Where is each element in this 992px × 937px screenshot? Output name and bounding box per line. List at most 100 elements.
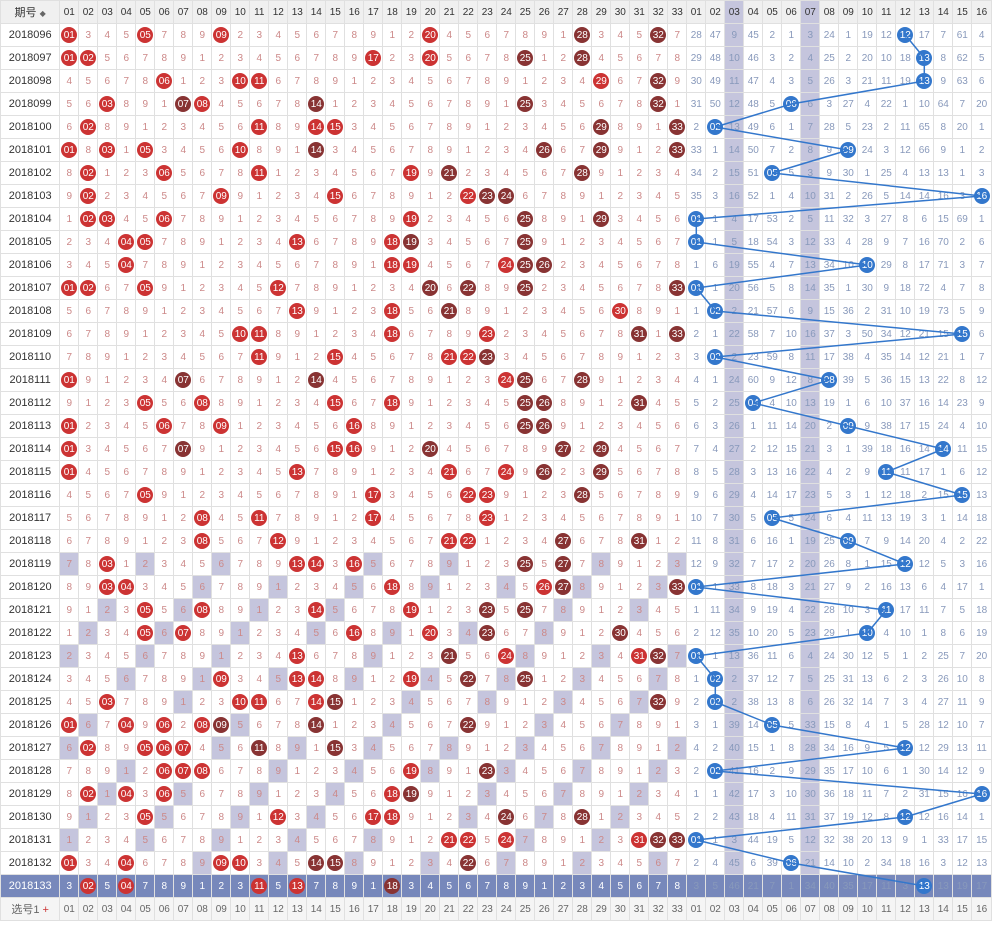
red-cell: 3 (345, 530, 364, 553)
footer-cell[interactable]: 31 (630, 898, 649, 921)
red-cell: 8 (231, 369, 250, 392)
footer-cell[interactable]: 07 (174, 898, 193, 921)
red-cell: 5 (611, 668, 630, 691)
footer-cell[interactable]: 07 (801, 898, 820, 921)
footer-cell[interactable]: 06 (782, 898, 801, 921)
footer-cell[interactable]: 10 (231, 898, 250, 921)
blue-cell: 3 (896, 875, 915, 898)
footer-cell[interactable]: 24 (497, 898, 516, 921)
footer-cell[interactable]: 01 (687, 898, 706, 921)
red-cell: 9 (250, 369, 269, 392)
footer-cell[interactable]: 08 (193, 898, 212, 921)
blue-cell: 13 (896, 576, 915, 599)
footer-cell[interactable]: 16 (345, 898, 364, 921)
red-cell: 8 (307, 484, 326, 507)
footer-cell[interactable]: 10 (858, 898, 877, 921)
footer-cell[interactable]: 04 (117, 898, 136, 921)
blue-cell: 4 (801, 47, 820, 70)
blue-cell: 2 (687, 622, 706, 645)
red-cell: 9 (288, 737, 307, 760)
footer-cell[interactable]: 15 (326, 898, 345, 921)
footer-cell[interactable]: 11 (250, 898, 269, 921)
footer-cell[interactable]: 12 (269, 898, 288, 921)
blue-cell: 37 (820, 323, 839, 346)
footer-cell[interactable]: 02 (79, 898, 98, 921)
blue-cell: 10 (687, 507, 706, 530)
blue-cell: 18 (763, 576, 782, 599)
blue-cell: 11 (896, 461, 915, 484)
blue-cell: 6 (972, 323, 992, 346)
footer-cell[interactable]: 08 (820, 898, 839, 921)
table-row: 2018106345047891234567891181945672425262… (1, 254, 992, 277)
red-cell: 9 (649, 507, 668, 530)
footer-cell[interactable]: 13 (288, 898, 307, 921)
red-cell: 3 (250, 231, 269, 254)
red-cell: 5 (60, 507, 79, 530)
red-cell: 21 (440, 162, 459, 185)
blue-cell: 9 (801, 300, 820, 323)
red-cell: 6 (250, 93, 269, 116)
blue-cell: 4 (934, 530, 953, 553)
footer-cell[interactable]: 33 (668, 898, 687, 921)
footer-cell[interactable]: 22 (459, 898, 478, 921)
red-cell: 03 (98, 208, 117, 231)
blue-cell: 6 (782, 645, 801, 668)
red-cell: 4 (250, 47, 269, 70)
red-cell: 6 (79, 714, 98, 737)
red-cell: 2 (345, 93, 364, 116)
blue-cell: 14 (782, 415, 801, 438)
footer-cell[interactable]: 06 (155, 898, 174, 921)
footer-cell[interactable]: 18 (383, 898, 402, 921)
footer-cell[interactable]: 05 (763, 898, 782, 921)
footer-cell[interactable]: 13 (915, 898, 934, 921)
footer-cell[interactable]: 11 (877, 898, 896, 921)
blue-cell: 2 (915, 484, 934, 507)
footer-cell[interactable]: 04 (744, 898, 763, 921)
footer-cell[interactable]: 05 (136, 898, 155, 921)
red-cell: 7 (174, 415, 193, 438)
blue-cell: 46 (744, 47, 763, 70)
footer-cell[interactable]: 19 (402, 898, 421, 921)
blue-cell: 13 (858, 668, 877, 691)
footer-cell[interactable]: 16 (972, 898, 992, 921)
footer-cell[interactable]: 28 (573, 898, 592, 921)
footer-cell[interactable]: 15 (953, 898, 972, 921)
red-cell: 3 (459, 599, 478, 622)
footer-cell[interactable]: 32 (649, 898, 668, 921)
red-cell: 31 (630, 530, 649, 553)
blue-cell: 1 (839, 24, 858, 47)
red-cell: 6 (630, 254, 649, 277)
footer-cell[interactable]: 02 (706, 898, 725, 921)
red-cell: 5 (326, 806, 345, 829)
footer-cell[interactable]: 20 (421, 898, 440, 921)
footer-cell[interactable]: 30 (611, 898, 630, 921)
footer-cell[interactable]: 09 (839, 898, 858, 921)
period-header[interactable]: 期号 ◆ (1, 1, 60, 24)
blue-cell: 12 (763, 668, 782, 691)
red-cell: 2 (98, 806, 117, 829)
footer-cell[interactable]: 12 (896, 898, 915, 921)
footer-cell[interactable]: 17 (364, 898, 383, 921)
footer-cell[interactable]: 14 (934, 898, 953, 921)
footer-cell[interactable]: 01 (60, 898, 79, 921)
footer-cell[interactable]: 03 (98, 898, 117, 921)
blue-cell: 7 (763, 875, 782, 898)
footer-cell[interactable]: 26 (535, 898, 554, 921)
footer-cell[interactable]: 21 (440, 898, 459, 921)
red-cell: 7 (212, 783, 231, 806)
blue-cell: 3 (687, 875, 706, 898)
red-cell: 7 (307, 461, 326, 484)
footer-cell[interactable]: 29 (592, 898, 611, 921)
footer-cell[interactable]: 25 (516, 898, 535, 921)
blue-cell: 10 (782, 323, 801, 346)
footer-cell[interactable]: 23 (478, 898, 497, 921)
footer-cell[interactable]: 14 (307, 898, 326, 921)
blue-cell: 28 (725, 461, 744, 484)
red-cell: 7 (668, 645, 687, 668)
footer-cell[interactable]: 03 (725, 898, 744, 921)
red-cell: 1 (383, 24, 402, 47)
footer-cell[interactable]: 09 (212, 898, 231, 921)
footer-cell[interactable]: 27 (554, 898, 573, 921)
red-cell: 7 (421, 530, 440, 553)
red-cell: 15 (326, 737, 345, 760)
